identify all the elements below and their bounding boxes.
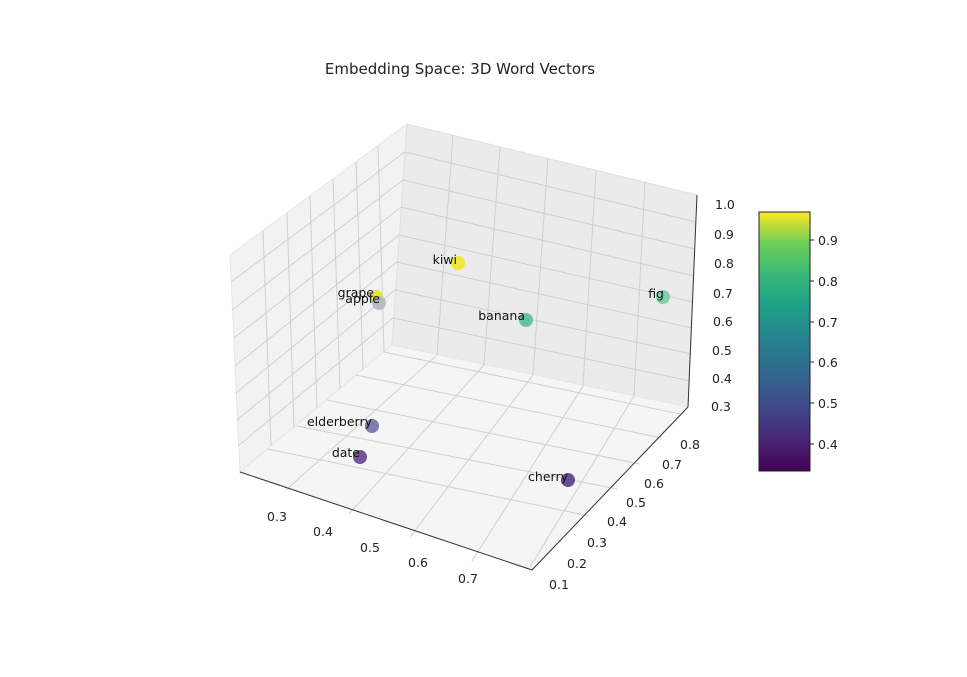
svg-text:0.4: 0.4	[712, 371, 732, 386]
svg-text:0.7: 0.7	[662, 457, 682, 472]
svg-text:0.5: 0.5	[818, 396, 838, 411]
svg-text:0.9: 0.9	[714, 227, 734, 242]
colorbar: 0.4 0.5 0.6 0.7 0.8 0.9	[758, 211, 838, 472]
grid-lines	[230, 134, 697, 568]
plot-area-3d	[229, 122, 698, 571]
label-kiwi: kiwi	[433, 252, 457, 267]
svg-text:0.9: 0.9	[818, 233, 838, 248]
point-banana	[519, 313, 533, 327]
svg-text:0.5: 0.5	[626, 495, 646, 510]
label-date: date	[332, 445, 360, 460]
scatter-points	[353, 256, 670, 487]
svg-text:0.3: 0.3	[587, 535, 607, 550]
y-axis-ticks: 0.1 0.2 0.3 0.4 0.5 0.6 0.7 0.8	[549, 437, 700, 592]
point-cherry	[561, 473, 575, 487]
svg-text:0.8: 0.8	[818, 274, 838, 289]
svg-text:0.8: 0.8	[680, 437, 700, 452]
point-elderberry	[365, 419, 379, 433]
label-banana: banana	[478, 308, 525, 323]
svg-text:0.4: 0.4	[607, 514, 627, 529]
label-grape: grape	[338, 285, 375, 300]
point-kiwi	[451, 256, 465, 270]
svg-text:0.2: 0.2	[567, 556, 587, 571]
point-date	[353, 450, 367, 464]
point-fig	[656, 290, 670, 304]
label-elderberry: elderberry	[307, 414, 373, 429]
point-labels: grape apple kiwi banana fig elderberry d…	[307, 252, 664, 484]
point-apple	[372, 296, 386, 310]
svg-text:0.7: 0.7	[713, 286, 733, 301]
svg-text:0.4: 0.4	[818, 437, 838, 452]
svg-text:0.1: 0.1	[549, 577, 569, 592]
label-cherry: cherry	[528, 469, 569, 484]
svg-text:0.8: 0.8	[714, 256, 734, 271]
chart-title: Embedding Space: 3D Word Vectors	[325, 60, 595, 78]
axis-lines	[239, 194, 698, 571]
svg-text:1.0: 1.0	[715, 197, 735, 212]
z-axis-ticks: 0.3 0.4 0.5 0.6 0.7 0.8 0.9 1.0	[711, 197, 735, 414]
svg-text:0.7: 0.7	[818, 315, 838, 330]
svg-text:0.6: 0.6	[818, 355, 838, 370]
svg-text:0.7: 0.7	[458, 571, 478, 586]
x-axis-ticks: 0.3 0.4 0.5 0.6 0.7	[267, 509, 478, 586]
svg-text:0.4: 0.4	[313, 524, 333, 539]
svg-text:0.3: 0.3	[267, 509, 287, 524]
svg-text:0.6: 0.6	[408, 555, 428, 570]
svg-text:0.6: 0.6	[713, 314, 733, 329]
svg-text:0.6: 0.6	[644, 476, 664, 491]
svg-text:0.5: 0.5	[712, 343, 732, 358]
svg-text:0.5: 0.5	[360, 540, 380, 555]
label-apple: apple	[345, 291, 380, 306]
svg-text:0.3: 0.3	[711, 399, 731, 414]
label-fig: fig	[648, 286, 664, 301]
